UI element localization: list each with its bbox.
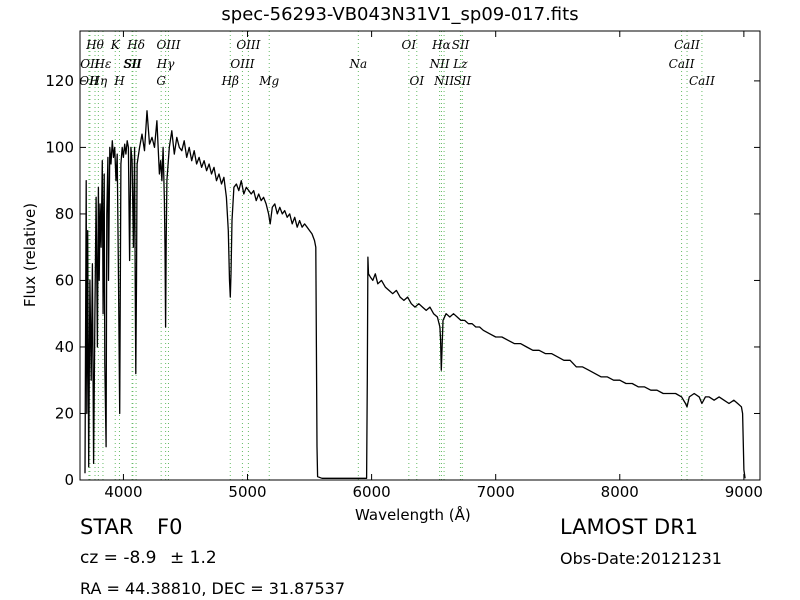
chart-title: spec-56293-VB043N31V1_sp09-017.fits (221, 4, 579, 25)
line-label-sii: SII (452, 38, 470, 52)
line-label-caii: CaII (669, 57, 695, 71)
line-label-sii: SII (124, 57, 142, 71)
x-axis-label: Wavelength (Å) (355, 506, 471, 524)
coordinates: RA = 44.38810, DEC = 31.87537 (80, 579, 346, 598)
line-label-hε: Hε (94, 57, 112, 71)
line-label-oii: OII (80, 57, 100, 71)
line-label-nii: NII (433, 74, 454, 88)
line-label-na: Na (349, 57, 368, 71)
spectral-line-labels: OII OII Hθ Hη Hε K H SII SII Hδ G Hγ OIII Hβ OIII OIII M… (79, 38, 715, 88)
y-tick-label: 20 (55, 404, 74, 422)
object-class: STAR (80, 515, 134, 539)
y-tick-label: 80 (55, 205, 74, 223)
spectrum-line (84, 110, 746, 479)
series-layer (84, 110, 746, 479)
line-label-hγ: Hγ (156, 57, 175, 71)
y-tick-label: 120 (45, 72, 74, 90)
spectral-line-markers (88, 31, 703, 480)
line-label-nii: NII (429, 57, 450, 71)
line-label-hβ: Hβ (221, 74, 239, 88)
x-tick-label: 7000 (477, 483, 515, 501)
x-tick-label: 5000 (228, 483, 266, 501)
line-label-k: K (110, 38, 121, 52)
line-label-sii: SII (123, 57, 141, 71)
line-label-hα: Hα (431, 38, 451, 52)
line-label-oi: OI (409, 74, 424, 88)
y-tick-label: 40 (55, 338, 74, 356)
line-label-caii: CaII (674, 38, 700, 52)
line-label-lz: Lz (452, 57, 468, 71)
cz-value: cz = -8.9 (80, 548, 157, 568)
line-label-g: G (156, 74, 166, 88)
line-label-oiii: OIII (230, 57, 254, 71)
y-tick-label: 100 (45, 138, 74, 156)
line-label-oiii: OIII (236, 38, 260, 52)
line-label-oi: OI (402, 38, 417, 52)
x-tick-label: 6000 (353, 483, 391, 501)
line-label-h: H (113, 74, 125, 88)
cz-error: ± 1.2 (170, 548, 217, 568)
line-label-sii: SII (453, 74, 471, 88)
y-tick-label: 0 (64, 471, 74, 489)
survey-name: LAMOST DR1 (560, 515, 699, 539)
plot-frame (79, 30, 761, 481)
line-label-mg: Mg (258, 74, 279, 88)
line-label-hη: Hη (89, 74, 108, 88)
y-tick-label: 60 (55, 271, 74, 289)
line-label-oii: OII (79, 74, 99, 88)
axis-ticks: 4000 5000 6000 7000 8000 9000 0 20 40 60 80 100 120 (45, 31, 763, 501)
line-label-hδ: Hδ (126, 38, 145, 52)
x-tick-label: 8000 (601, 483, 639, 501)
line-label-oiii: OIII (156, 38, 180, 52)
obs-date: Obs-Date:20121231 (560, 549, 722, 568)
x-tick-label: 9000 (725, 483, 763, 501)
line-label-hθ: Hθ (85, 38, 104, 52)
x-tick-label: 4000 (104, 483, 142, 501)
subclass: F0 (157, 515, 183, 539)
line-label-caii: CaII (689, 74, 715, 88)
